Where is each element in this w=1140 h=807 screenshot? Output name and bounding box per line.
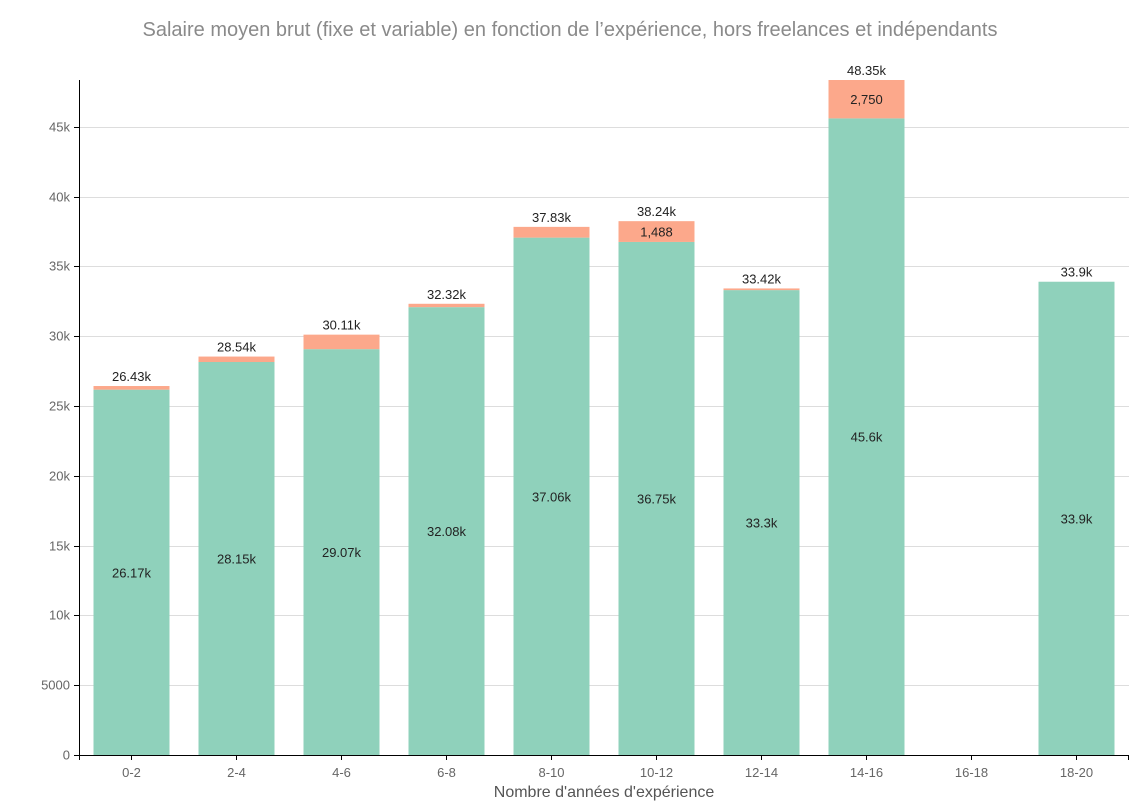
bar-segment-fixe (1038, 281, 1115, 755)
y-tick-label: 15k (49, 539, 70, 554)
bar-segment-fixe (513, 237, 590, 755)
y-tick-label: 30k (49, 329, 70, 344)
total-label: 48.35k (847, 63, 887, 78)
x-tick-label: 14-16 (850, 765, 883, 780)
total-label: 38.24k (637, 204, 677, 219)
bar-segment-variable (513, 226, 590, 238)
segment-label-variable: 2,750 (850, 92, 883, 107)
bar-segment-fixe (828, 118, 905, 755)
total-label: 26.43k (112, 369, 152, 384)
chart-title: Salaire moyen brut (fixe et variable) en… (143, 19, 998, 41)
bars-layer (93, 80, 1115, 755)
segment-label-fixe: 26.17k (112, 565, 152, 580)
bar-segment-fixe (723, 290, 800, 755)
bar-segment-variable (303, 334, 380, 350)
x-tick-label: 10-12 (640, 765, 673, 780)
x-tick-label: 2-4 (227, 765, 246, 780)
segment-label-variable: 1,488 (640, 225, 673, 240)
total-label: 33.9k (1061, 265, 1093, 280)
bar-segment-variable (828, 80, 905, 119)
y-tick-label: 0 (63, 748, 70, 763)
segment-label-fixe: 33.3k (746, 516, 778, 531)
x-tick-label: 12-14 (745, 765, 778, 780)
x-axis-title: Nombre d'années d'expérience (494, 784, 715, 801)
y-tick-label: 25k (49, 399, 70, 414)
segment-label-fixe: 32.08k (427, 524, 467, 539)
x-tick-label: 6-8 (437, 765, 456, 780)
x-tick-label: 4-6 (332, 765, 351, 780)
y-tick-label: 35k (49, 259, 70, 274)
bar-segment-variable (408, 303, 485, 308)
y-tick-label: 20k (49, 469, 70, 484)
y-tick-label: 10k (49, 608, 70, 623)
total-label: 37.83k (532, 210, 572, 225)
bar-segment-variable (723, 288, 800, 291)
total-label: 32.32k (427, 287, 467, 302)
total-label: 30.11k (322, 318, 361, 333)
bar-segment-fixe (198, 362, 275, 755)
segment-label-fixe: 29.07k (322, 545, 362, 560)
bar-segment-variable (618, 221, 695, 242)
bar-segment-variable (198, 356, 275, 363)
segment-label-fixe: 28.15k (217, 552, 257, 567)
segment-label-fixe: 37.06k (532, 489, 572, 504)
labels-layer: 26.17k 26.43k 28.15k 28.54k 29.07k 30.11k 32.0… (112, 63, 1093, 580)
x-tick-label: 16-18 (955, 765, 988, 780)
bar-segment-fixe (618, 241, 695, 755)
bar-segment-fixe (303, 349, 380, 755)
y-tick-label: 40k (49, 190, 70, 205)
bar-segment-fixe (408, 307, 485, 755)
segment-label-fixe: 45.6k (851, 430, 883, 445)
y-tick-label: 5000 (41, 678, 70, 693)
segment-label-fixe: 36.75k (637, 491, 677, 506)
bar-segment-variable (93, 386, 170, 390)
x-tick-label: 8-10 (538, 765, 564, 780)
segment-label-fixe: 33.9k (1061, 511, 1093, 526)
axes-layer: 0 5000 10k 15k 20k 25k 30k 35k 40k 45k 0-2 2-4 4-6 6-… (41, 80, 1129, 780)
bar-segment-fixe (93, 389, 170, 755)
total-label: 33.42k (742, 271, 782, 286)
x-tick-label: 18-20 (1060, 765, 1093, 780)
y-tick-label: 45k (49, 120, 70, 135)
x-tick-label: 0-2 (122, 765, 141, 780)
total-label: 28.54k (217, 340, 257, 355)
